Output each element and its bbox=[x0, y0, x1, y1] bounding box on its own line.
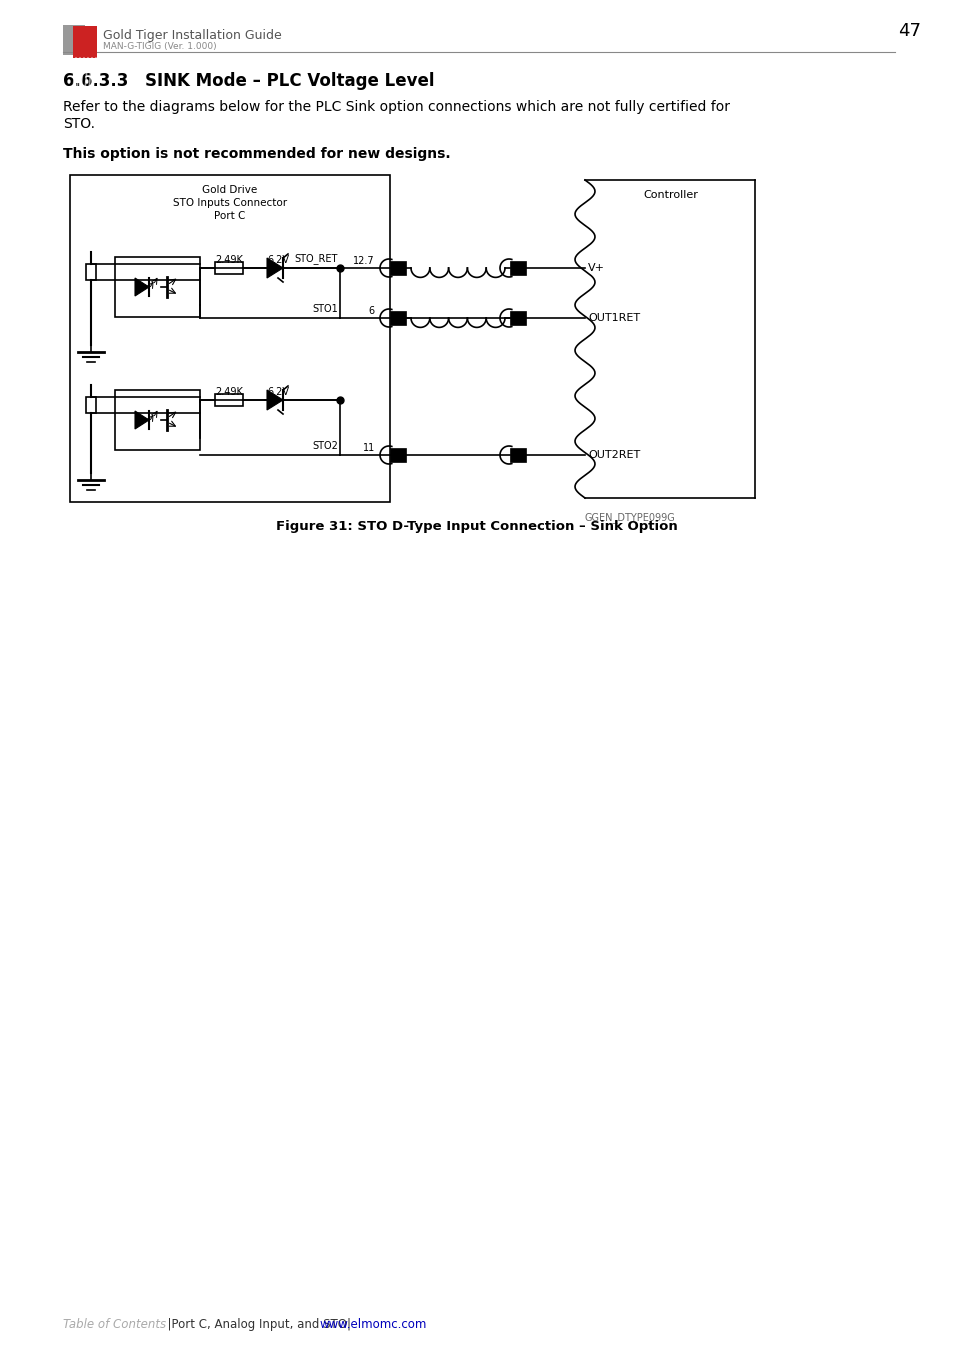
Bar bbox=[70, 176, 390, 502]
FancyBboxPatch shape bbox=[63, 26, 85, 55]
Bar bbox=[115, 390, 200, 450]
Bar bbox=[390, 261, 406, 275]
Polygon shape bbox=[267, 258, 283, 278]
Text: 6.2V: 6.2V bbox=[267, 255, 289, 265]
Text: Figure 31: STO D-Type Input Connection – Sink Option: Figure 31: STO D-Type Input Connection –… bbox=[275, 520, 678, 533]
Bar bbox=[115, 256, 200, 317]
Bar bbox=[86, 265, 96, 279]
Text: OUT2RET: OUT2RET bbox=[587, 450, 639, 460]
Bar bbox=[510, 261, 525, 275]
Text: Gold Tiger Installation Guide: Gold Tiger Installation Guide bbox=[103, 28, 281, 42]
Text: 11: 11 bbox=[362, 443, 375, 454]
Text: SINK Mode – PLC Voltage Level: SINK Mode – PLC Voltage Level bbox=[145, 72, 434, 90]
Bar bbox=[510, 310, 525, 325]
Text: 47: 47 bbox=[897, 22, 920, 40]
Text: Controller: Controller bbox=[642, 190, 698, 200]
Text: STO2: STO2 bbox=[312, 441, 337, 451]
Text: Table of Contents: Table of Contents bbox=[63, 1318, 166, 1331]
Text: MAN-G-TIGIG (Ver. 1.000): MAN-G-TIGIG (Ver. 1.000) bbox=[103, 42, 216, 51]
Text: GGEN_DTYPE099G: GGEN_DTYPE099G bbox=[584, 512, 675, 522]
Bar bbox=[214, 262, 243, 274]
Text: STO_RET: STO_RET bbox=[294, 252, 337, 265]
Text: STO1: STO1 bbox=[312, 304, 337, 315]
Text: 6: 6 bbox=[369, 306, 375, 316]
Text: This option is not recommended for new designs.: This option is not recommended for new d… bbox=[63, 147, 450, 161]
Text: 2.49K: 2.49K bbox=[214, 387, 243, 397]
Bar bbox=[510, 448, 525, 462]
Text: 6.6.3.3: 6.6.3.3 bbox=[63, 72, 129, 90]
Text: 12.7: 12.7 bbox=[353, 256, 375, 266]
Text: 6.2V: 6.2V bbox=[267, 387, 289, 397]
Bar bbox=[214, 394, 243, 406]
Text: Gold Drive
STO Inputs Connector
Port C: Gold Drive STO Inputs Connector Port C bbox=[172, 185, 287, 221]
Text: Refer to the diagrams below for the PLC Sink option connections which are not fu: Refer to the diagrams below for the PLC … bbox=[63, 100, 729, 113]
Text: V+: V+ bbox=[587, 263, 604, 273]
Text: OUT1RET: OUT1RET bbox=[587, 313, 639, 323]
Text: STO.: STO. bbox=[63, 117, 95, 131]
Bar bbox=[390, 448, 406, 462]
FancyBboxPatch shape bbox=[73, 26, 97, 58]
Bar bbox=[390, 310, 406, 325]
Text: www.elmomc.com: www.elmomc.com bbox=[319, 1318, 427, 1331]
Polygon shape bbox=[135, 278, 149, 296]
Polygon shape bbox=[267, 390, 283, 410]
Text: |Port C, Analog Input, and STO|: |Port C, Analog Input, and STO| bbox=[160, 1318, 351, 1331]
Bar bbox=[86, 397, 96, 413]
Polygon shape bbox=[135, 410, 149, 429]
Text: 2.49K: 2.49K bbox=[214, 255, 243, 265]
